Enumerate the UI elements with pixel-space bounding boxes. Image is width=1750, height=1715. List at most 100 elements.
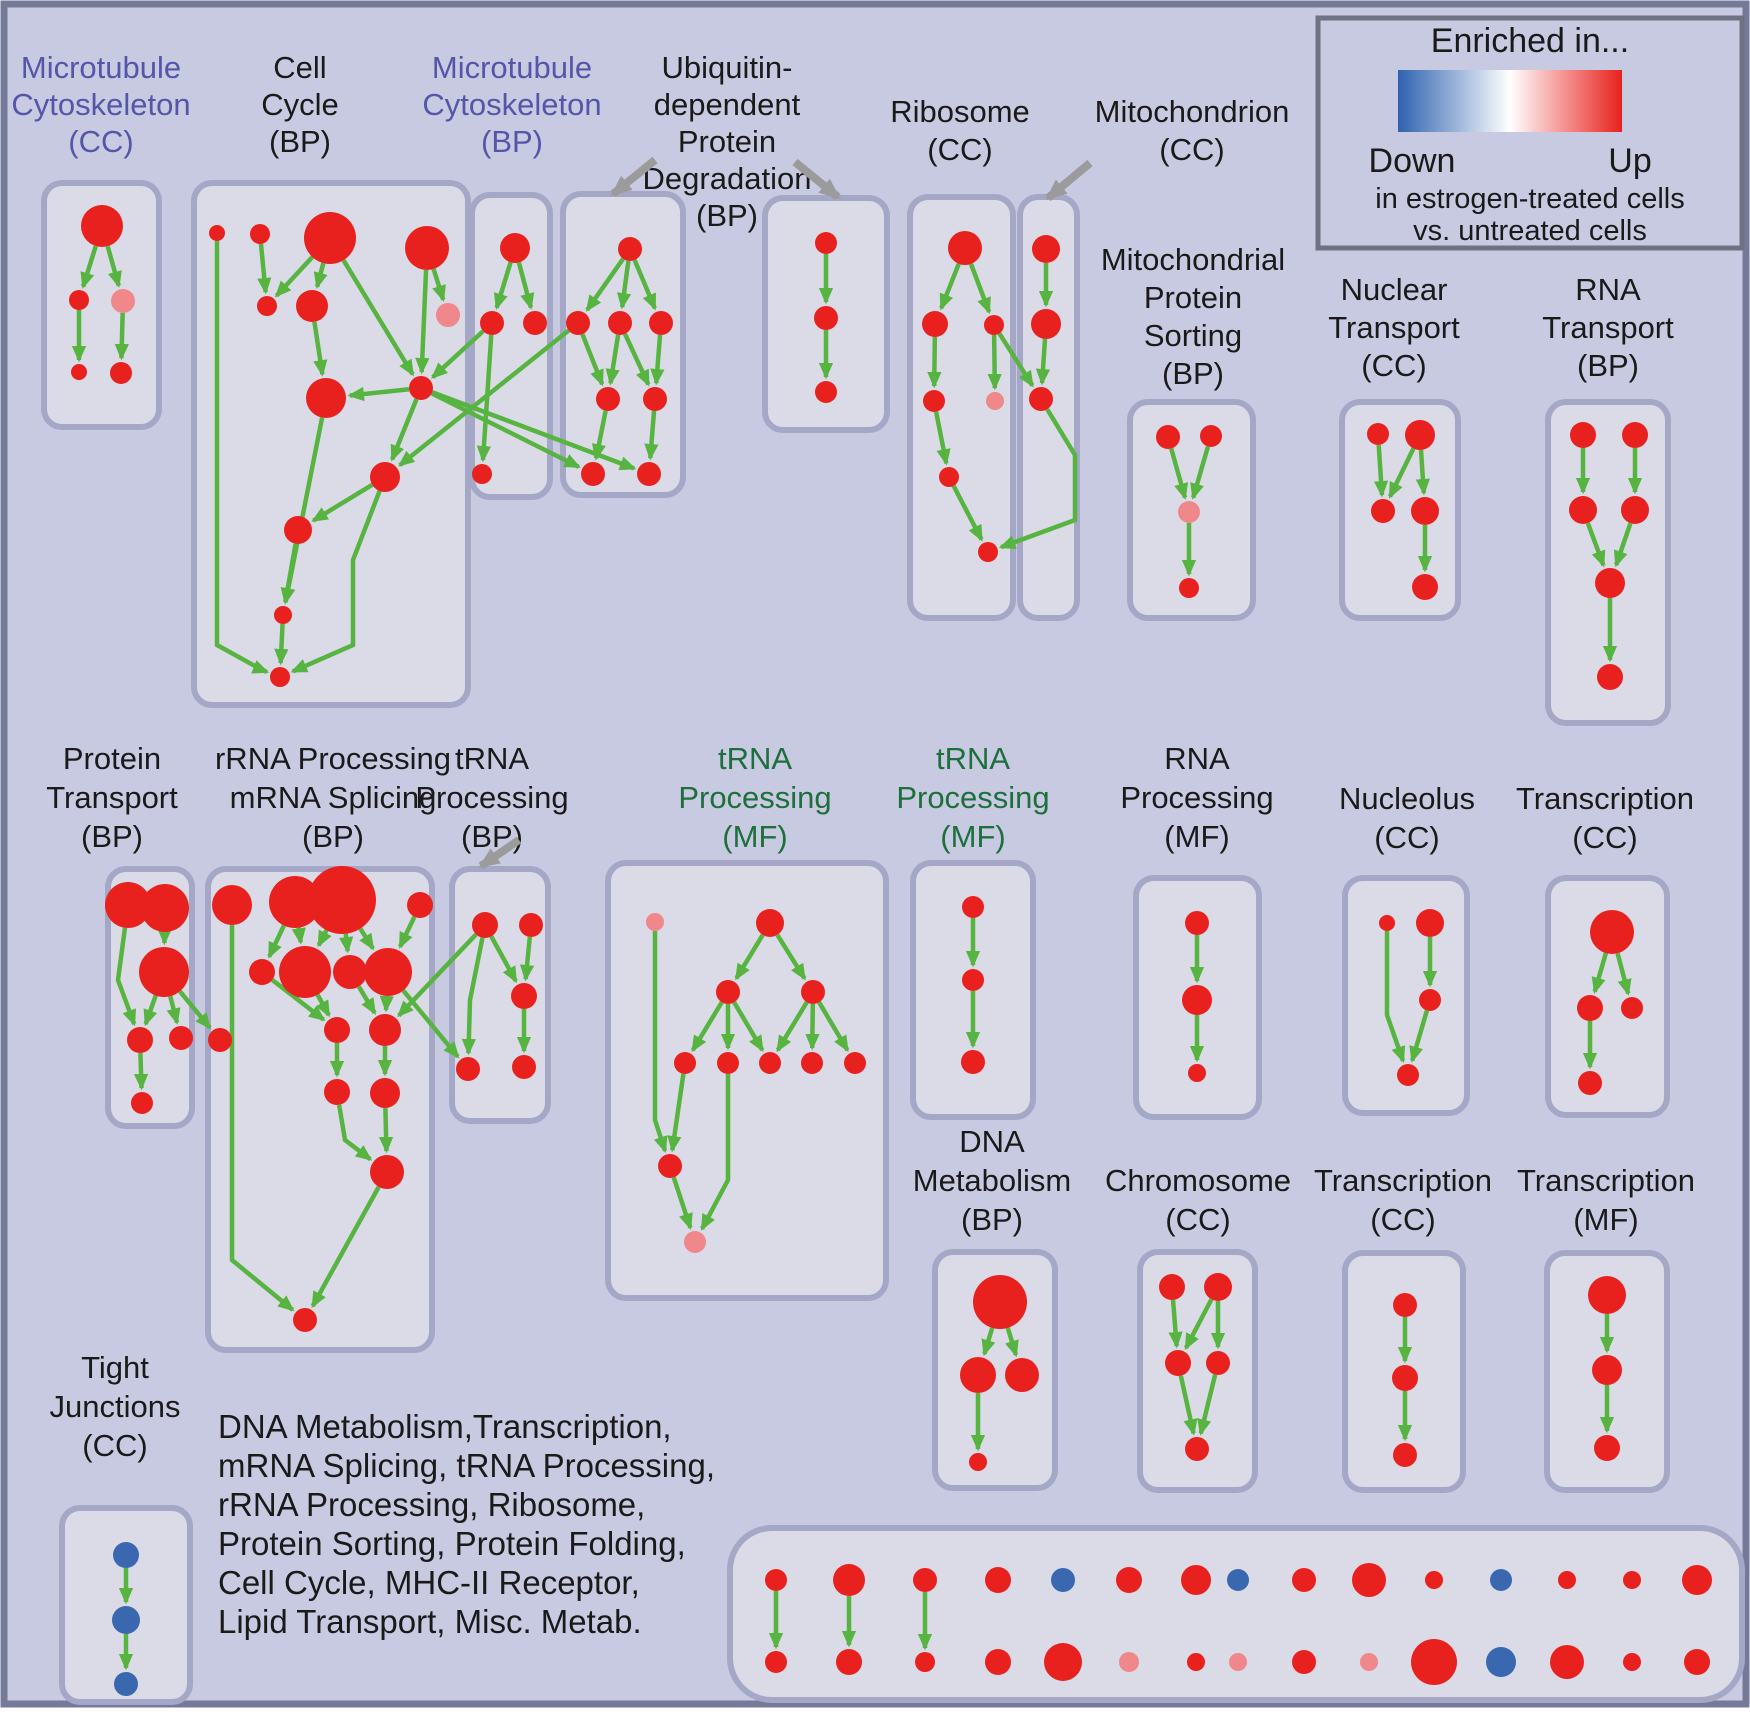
- gene-node-r: [815, 232, 837, 254]
- gene-node-r: [913, 1568, 937, 1592]
- cluster-label-microtubule-bp: Microtubule: [432, 50, 592, 85]
- gene-node-r: [308, 866, 376, 934]
- gene-node-r: [110, 362, 132, 384]
- cluster-label-nucleolus-cc: Nucleolus: [1339, 781, 1475, 816]
- gene-node-r: [1597, 664, 1623, 690]
- cluster-box-nuclear-transport: [1339, 399, 1461, 621]
- gene-node-p: [1119, 1652, 1139, 1672]
- cluster-label-rna-processing-mf: RNA: [1164, 741, 1230, 776]
- edge-trna-mf-big: [775, 933, 807, 981]
- cluster-label-microtubule-bp: (BP): [481, 124, 543, 159]
- gene-node-r: [962, 969, 984, 991]
- gene-node-r: [756, 909, 784, 937]
- cluster-box-misc-cluster: [727, 1525, 1745, 1703]
- edge-microtubule-cc: [114, 312, 129, 361]
- gene-node-p: [111, 289, 135, 313]
- cluster-label-mito-protein-sorting: Mitochondrial: [1101, 242, 1285, 277]
- cluster-label-dna-metabolism: Metabolism: [913, 1163, 1072, 1198]
- gene-node-r: [284, 516, 312, 544]
- gene-node-r: [1570, 422, 1596, 448]
- gene-node-p: [1178, 501, 1200, 523]
- cluster-label-transcription-cc-mid: (CC): [1572, 820, 1637, 855]
- gene-node-b: [114, 1672, 138, 1696]
- gene-node-r: [1578, 1071, 1602, 1095]
- gene-node-r: [293, 1308, 317, 1332]
- edge-trna-mf-big: [732, 1001, 765, 1053]
- gene-node-r: [296, 290, 328, 322]
- cluster-label-transcription-cc-mid: Transcription: [1516, 781, 1694, 816]
- gene-node-b: [1490, 1569, 1512, 1591]
- ubiquitin-right-arrow: [792, 158, 841, 201]
- edge-rrna-mrna-bp: [229, 925, 295, 1312]
- gene-node-p: [646, 913, 664, 931]
- edge-nucleolus-cc: [1409, 1009, 1430, 1063]
- edge-protein-transport: [166, 995, 181, 1025]
- edge-trna-mf-big: [690, 1001, 724, 1053]
- gene-node-r: [985, 1649, 1011, 1675]
- gene-node-p: [436, 303, 460, 327]
- gene-node-r: [370, 1155, 404, 1189]
- gene-node-r: [716, 980, 740, 1004]
- cluster-box-chromosome-cc: [1137, 1249, 1258, 1493]
- cluster-label-dna-metabolism: DNA: [959, 1124, 1025, 1159]
- legend-down-label: Down: [1369, 142, 1456, 180]
- gene-node-r: [1185, 1437, 1209, 1461]
- gene-node-r: [519, 913, 543, 937]
- edge-trna-mf-big: [671, 1176, 693, 1231]
- gene-node-r: [523, 311, 547, 335]
- edge-nuclear-transport: [1373, 444, 1389, 498]
- gene-node-r: [480, 311, 504, 335]
- gene-node-r: [1181, 1565, 1211, 1595]
- gene-node-r: [939, 467, 959, 487]
- gene-node-r: [364, 948, 412, 996]
- cluster-label-nucleolus-cc: (CC): [1374, 820, 1439, 855]
- cluster-label-trna-bp: Processing: [415, 780, 568, 815]
- gene-node-r: [717, 1052, 739, 1074]
- cluster-label-rrna-mrna-bp: (BP): [302, 819, 364, 854]
- edge-rrna-mrna-bp: [316, 929, 332, 948]
- gene-node-r: [472, 912, 498, 938]
- cluster-label-ribosome-cc: (CC): [927, 132, 992, 167]
- gene-node-r: [566, 311, 590, 335]
- cluster-label-rna-transport: Transport: [1542, 310, 1674, 345]
- gene-node-r: [269, 876, 321, 928]
- gene-node-r: [1419, 989, 1441, 1011]
- edge-nuclear-transport: [1415, 449, 1431, 496]
- edge-transcription-cc-mid: [1615, 952, 1632, 996]
- edge-cell-cycle: [214, 241, 270, 675]
- cluster-label-chromosome-cc: Chromosome: [1105, 1163, 1291, 1198]
- gene-node-r: [1179, 578, 1199, 598]
- edge-chromosome-cc: [1178, 1375, 1198, 1436]
- cluster-label-mito-protein-sorting: Sorting: [1144, 318, 1242, 353]
- gene-node-b: [1051, 1568, 1075, 1592]
- gene-node-r: [836, 1649, 862, 1675]
- cluster-box-microtubule-cc: [41, 180, 162, 430]
- ubiquitin-left-arrow: [610, 156, 658, 198]
- gene-node-r: [141, 884, 189, 932]
- cluster-label-trna-bp: tRNA: [455, 741, 529, 776]
- cluster-box-transcription-cc-mid: [1545, 875, 1670, 1118]
- gene-node-r: [1411, 497, 1439, 525]
- gene-node-r: [1577, 995, 1603, 1021]
- edge-trna-mf-big: [652, 931, 668, 1154]
- cross-edge: [997, 332, 1035, 388]
- gene-node-r: [81, 205, 123, 247]
- edge-mito-protein-sorting: [1190, 445, 1211, 500]
- cluster-label-chromosome-cc: (CC): [1165, 1202, 1230, 1237]
- gene-node-r: [306, 378, 346, 418]
- gene-node-r: [209, 225, 225, 241]
- gene-node-r: [765, 1651, 787, 1673]
- gene-node-r: [596, 387, 620, 411]
- cluster-box-nucleolus-cc: [1342, 875, 1470, 1116]
- edge-trna-bp: [489, 935, 518, 984]
- edge-transcription-cc-mid: [1591, 952, 1609, 994]
- edge-cell-cycle: [312, 321, 328, 377]
- cluster-label-transcription-cc-bot: Transcription: [1314, 1163, 1492, 1198]
- edge-chromosome-cc: [1168, 1299, 1183, 1349]
- edge-mitochondrion-cc: [1035, 338, 1051, 386]
- edge-rrna-mrna-bp: [356, 985, 377, 1015]
- gene-node-r: [1569, 496, 1597, 524]
- edge-microtubule-bp: [476, 334, 494, 463]
- gene-node-r: [1425, 1571, 1443, 1589]
